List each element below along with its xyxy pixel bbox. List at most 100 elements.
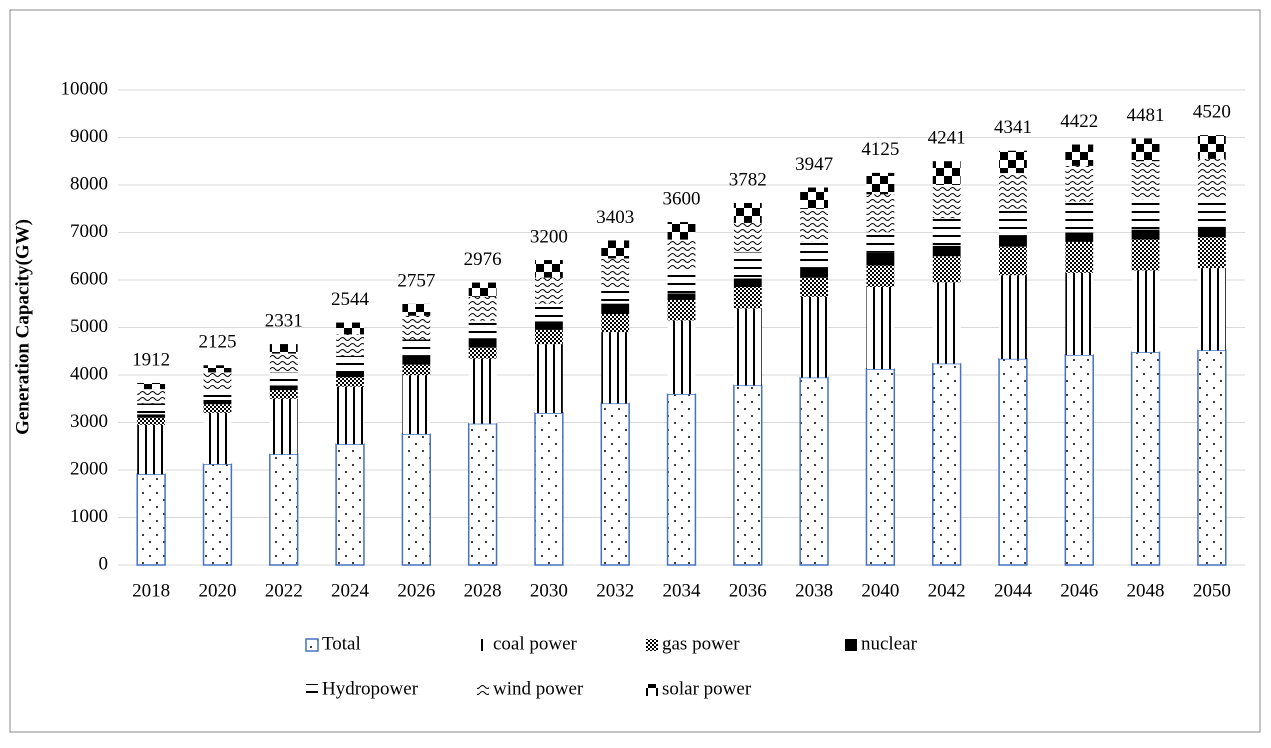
legend-label: Total	[322, 633, 361, 654]
legend-label: nuclear	[861, 633, 918, 654]
bar-segment	[999, 208, 1027, 236]
bar-segment	[800, 296, 829, 378]
bar-segment	[666, 393, 697, 566]
bar-segment	[601, 258, 630, 287]
bar-segment	[601, 303, 630, 315]
legend-swatch	[306, 684, 318, 696]
bar-segment	[269, 398, 298, 455]
bar-segment	[800, 277, 829, 297]
bar-segment	[733, 222, 762, 253]
data-label: 1912	[132, 349, 170, 370]
bar-segment	[601, 332, 630, 404]
x-tick-label: 2046	[1060, 580, 1098, 601]
x-tick-label: 2042	[928, 580, 966, 601]
data-label: 3200	[530, 226, 568, 247]
data-label: 4341	[994, 117, 1032, 138]
data-label: 3600	[663, 188, 701, 209]
bar-segment	[1197, 268, 1226, 351]
bar-segment	[1131, 199, 1160, 230]
data-label: 4241	[928, 128, 966, 149]
y-tick-label: 1000	[70, 506, 108, 527]
legend-swatch	[845, 639, 857, 651]
bar-segment	[1131, 161, 1160, 200]
bar-segment	[137, 414, 166, 418]
legend-swatch	[305, 638, 319, 652]
bar-segment	[1197, 226, 1226, 238]
legend-label: Hydropower	[322, 678, 419, 699]
frame	[9, 9, 1261, 733]
bar-segment	[402, 375, 431, 435]
bar-segment	[999, 235, 1027, 247]
bar-segment	[999, 246, 1027, 276]
bar-segment	[932, 282, 961, 364]
bar-segment	[269, 372, 298, 386]
bar-segment	[269, 353, 298, 373]
x-tick-label: 2032	[596, 580, 634, 601]
bar-segment	[601, 240, 630, 259]
legend-label: wind power	[493, 678, 584, 699]
y-tick-label: 7000	[70, 221, 108, 242]
bar-segment	[402, 303, 431, 316]
legend-label: gas power	[662, 633, 740, 654]
y-tick-label: 0	[99, 553, 109, 574]
bar-segment	[866, 194, 895, 233]
data-label: 2976	[464, 249, 502, 270]
x-tick-label: 2036	[729, 580, 767, 601]
data-label: 3782	[729, 169, 767, 190]
data-label: 4481	[1127, 105, 1165, 126]
bar-segment	[799, 376, 829, 566]
bar-segment	[203, 389, 232, 400]
bar-segment	[932, 184, 961, 219]
bar-segment	[335, 443, 365, 566]
bar-segment	[800, 267, 829, 278]
bar-segment	[1131, 239, 1160, 271]
x-tick-label: 2034	[663, 580, 702, 601]
bar-segment	[467, 422, 498, 566]
bar-segment	[733, 308, 762, 386]
bar-segment	[866, 252, 895, 266]
bar-segment	[401, 433, 431, 566]
bar-segment	[800, 187, 829, 209]
bar-segment	[667, 222, 696, 240]
bar-segment	[932, 256, 961, 283]
bar-segment	[1064, 354, 1094, 566]
bar-segment	[336, 386, 364, 445]
bar-segment	[137, 403, 166, 415]
bar-segment	[1131, 270, 1160, 353]
x-tick-label: 2026	[397, 580, 435, 601]
bar-segment	[534, 344, 563, 413]
bar-segment	[733, 287, 762, 309]
legend-label: solar power	[662, 678, 752, 699]
bar-segment	[468, 338, 497, 348]
bar-segment	[203, 404, 232, 413]
x-tick-label: 2020	[198, 580, 236, 601]
bar-segment	[468, 282, 497, 297]
bar-segment	[1197, 237, 1226, 269]
bar-segment	[1197, 158, 1226, 199]
legend-swatch	[646, 639, 658, 651]
bar-segment	[733, 202, 762, 223]
bar-segment	[999, 275, 1027, 359]
bar-segment	[1197, 135, 1226, 159]
bar-segment	[402, 364, 431, 376]
bar-segment	[336, 322, 364, 335]
data-label: 3947	[795, 154, 833, 175]
bar-segment	[1065, 272, 1094, 355]
bar-segment	[1131, 138, 1160, 162]
bar-segment	[667, 320, 696, 394]
y-tick-label: 9000	[70, 126, 108, 147]
x-tick-label: 2030	[530, 580, 568, 601]
y-tick-label: 8000	[70, 173, 108, 194]
bar-segment	[269, 344, 298, 354]
bar-segment	[1197, 349, 1227, 566]
bar-segment	[137, 417, 166, 425]
legend-swatch	[646, 684, 658, 696]
data-label: 3403	[596, 207, 634, 228]
bar-segment	[601, 314, 630, 333]
bar-segment	[269, 453, 299, 566]
bar-segment	[203, 365, 232, 373]
x-tick-label: 2038	[795, 580, 833, 601]
y-tick-label: 6000	[70, 268, 108, 289]
data-label: 2757	[397, 270, 435, 291]
bar-segment	[1130, 351, 1161, 566]
